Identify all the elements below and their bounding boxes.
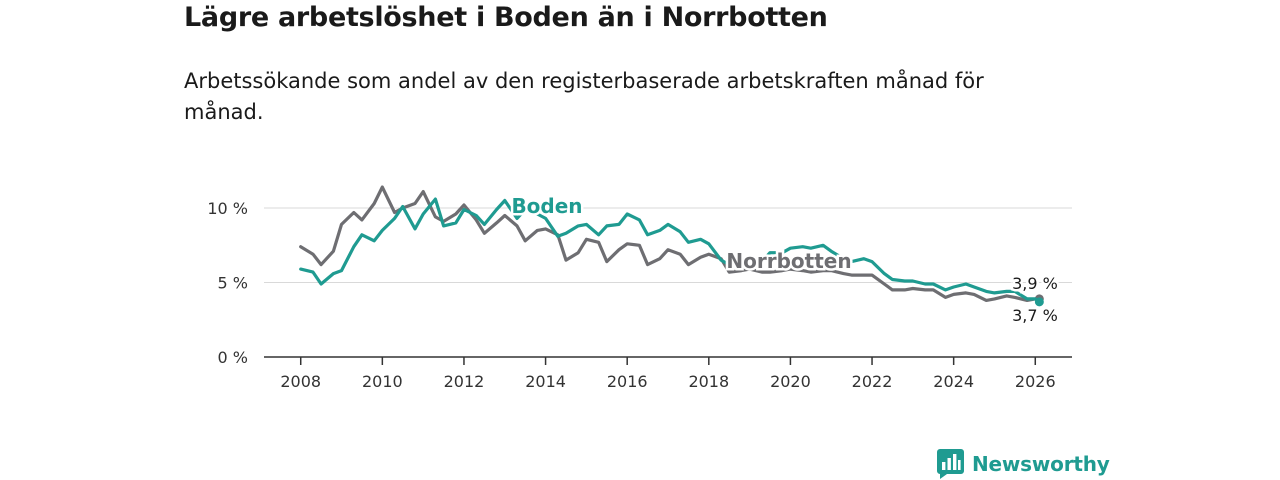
y-tick-label-5: 5 % bbox=[218, 274, 248, 293]
series-line-boden bbox=[299, 197, 1041, 304]
x-axis: 2008 2010 2012 2014 2016 2018 2020 2022 2024 2026 bbox=[264, 356, 1072, 391]
y-axis: 0 % 5 % 10 % bbox=[207, 199, 248, 367]
x-tick-label-2014: 2014 bbox=[525, 372, 566, 391]
newsworthy-chart-icon bbox=[937, 449, 964, 479]
end-value-label-norrbotten: 3,9 % bbox=[1012, 274, 1058, 293]
x-tick-label-2026: 2026 bbox=[1015, 372, 1056, 391]
x-tick-label-2024: 2024 bbox=[933, 372, 974, 391]
series-lines bbox=[299, 185, 1044, 307]
y-tick-label-0: 0 % bbox=[218, 348, 248, 367]
grid-lines bbox=[264, 207, 1072, 283]
x-tick-label-2020: 2020 bbox=[770, 372, 811, 391]
end-point-boden bbox=[1034, 297, 1044, 307]
series-label-norrbotten: Norrbotten bbox=[726, 249, 851, 273]
x-tick-label-2008: 2008 bbox=[280, 372, 321, 391]
x-tick-label-2010: 2010 bbox=[362, 372, 403, 391]
end-value-label-boden: 3,7 % bbox=[1012, 306, 1058, 325]
chart-title: Lägre arbetslöshet i Boden än i Norrbott… bbox=[184, 2, 828, 33]
x-tick-label-2022: 2022 bbox=[852, 372, 893, 391]
series-labels: Boden Norrbotten 3,9 % 3,7 % bbox=[509, 192, 1060, 328]
x-tick-label-2012: 2012 bbox=[444, 372, 485, 391]
series-label-boden: Boden bbox=[511, 194, 582, 218]
x-tick-label-2016: 2016 bbox=[607, 372, 648, 391]
chart-subtitle: Arbetssökande som andel av den registerb… bbox=[184, 69, 984, 124]
y-tick-label-10: 10 % bbox=[207, 199, 248, 218]
x-tick-label-2018: 2018 bbox=[688, 372, 729, 391]
series-line-norrbotten bbox=[299, 185, 1041, 302]
brand-name: Newsworthy bbox=[972, 452, 1110, 476]
newsworthy-logo: Newsworthy bbox=[937, 448, 1110, 480]
